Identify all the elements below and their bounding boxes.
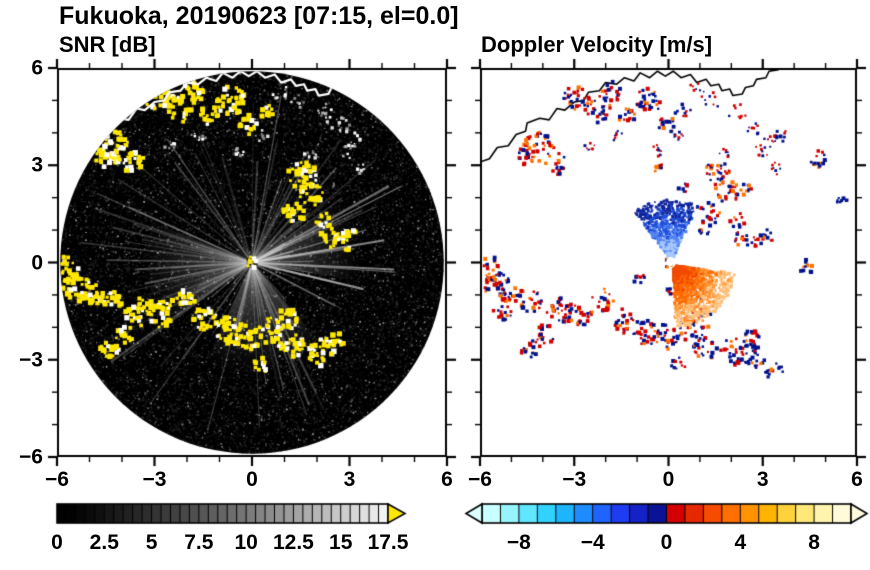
snr-y-tick-label: −3 bbox=[19, 348, 43, 372]
snr-x-tick-label: −3 bbox=[142, 468, 167, 491]
doppler-colorbar-tick-label: 8 bbox=[808, 531, 820, 554]
doppler-colorbar-tick-label: −4 bbox=[580, 531, 605, 554]
figure-title: Fukuoka, 20190623 [07:15, el=0.0] bbox=[59, 2, 459, 30]
snr-y-tick-label: 3 bbox=[31, 153, 43, 177]
snr-x-tick-label: 3 bbox=[343, 468, 356, 491]
doppler-x-tick-label: −6 bbox=[468, 468, 492, 491]
snr-colorbar-tick-label: 0 bbox=[51, 531, 63, 554]
snr-colorbar-tick-label: 15 bbox=[329, 531, 353, 554]
doppler-x-tick-label: 0 bbox=[662, 468, 675, 491]
snr-colorbar-tick-label: 7.5 bbox=[184, 531, 214, 554]
snr-x-tick-label: 0 bbox=[246, 468, 258, 491]
snr-y-tick-label: 0 bbox=[31, 251, 43, 274]
doppler-colorbar-tick-label: 4 bbox=[734, 531, 747, 554]
snr-x-tick-label: 6 bbox=[441, 468, 453, 491]
snr-y-tick-label: −6 bbox=[19, 445, 43, 469]
snr-y-tick-label: 6 bbox=[31, 56, 43, 80]
snr-colorbar-tick-label: 2.5 bbox=[89, 531, 119, 554]
doppler-panel-title: Doppler Velocity [m/s] bbox=[481, 32, 713, 57]
doppler-colorbar-tick-label: −8 bbox=[506, 531, 531, 554]
snr-colorbar-tick-label: 5 bbox=[145, 531, 158, 554]
doppler-x-tick-label: 3 bbox=[756, 468, 769, 491]
snr-x-tick-label: −6 bbox=[45, 468, 69, 491]
doppler-x-tick-label: 6 bbox=[851, 468, 863, 491]
doppler-x-tick-label: −3 bbox=[562, 468, 587, 491]
snr-panel-title: SNR [dB] bbox=[59, 32, 156, 57]
doppler-colorbar-tick-label: 0 bbox=[660, 531, 673, 554]
snr-colorbar-tick-label: 10 bbox=[234, 531, 258, 554]
snr-colorbar-tick-label: 12.5 bbox=[272, 531, 314, 554]
snr-colorbar-tick-label: 17.5 bbox=[367, 531, 409, 554]
